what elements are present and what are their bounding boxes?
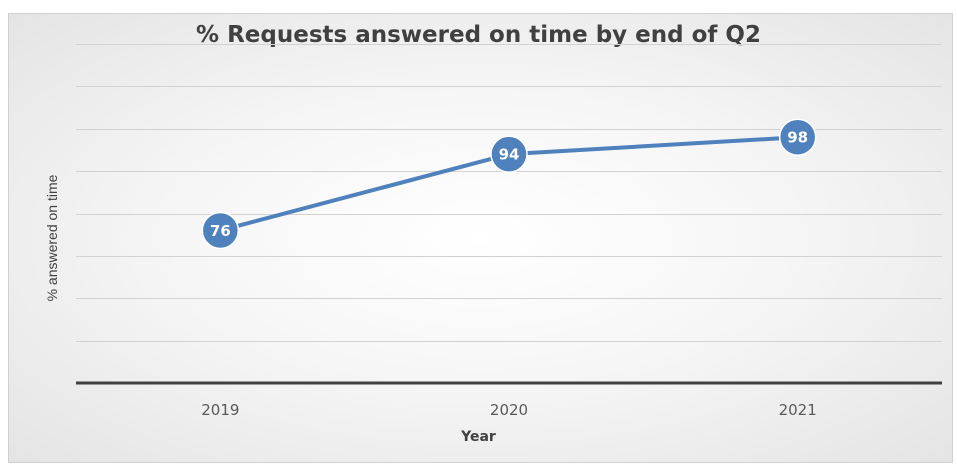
x-tick-labels: 2019 2020 2021 xyxy=(201,401,817,419)
data-point-marker xyxy=(490,135,528,173)
x-tick-label: 2021 xyxy=(779,401,817,419)
data-label: 98 xyxy=(787,129,808,147)
chart-area xyxy=(8,13,953,463)
chart-title: % Requests answered on time by end of Q2 xyxy=(196,22,761,48)
data-label: 94 xyxy=(499,146,520,164)
data-point-marker xyxy=(778,118,817,156)
x-tick-label: 2019 xyxy=(201,401,239,419)
x-tick-label: 2020 xyxy=(490,401,528,419)
data-label: 76 xyxy=(210,222,231,240)
x-axis-label: Year xyxy=(461,429,496,445)
data-point-marker xyxy=(201,211,240,250)
data-points: 76 94 98 xyxy=(201,118,817,250)
gridlines xyxy=(76,44,942,342)
